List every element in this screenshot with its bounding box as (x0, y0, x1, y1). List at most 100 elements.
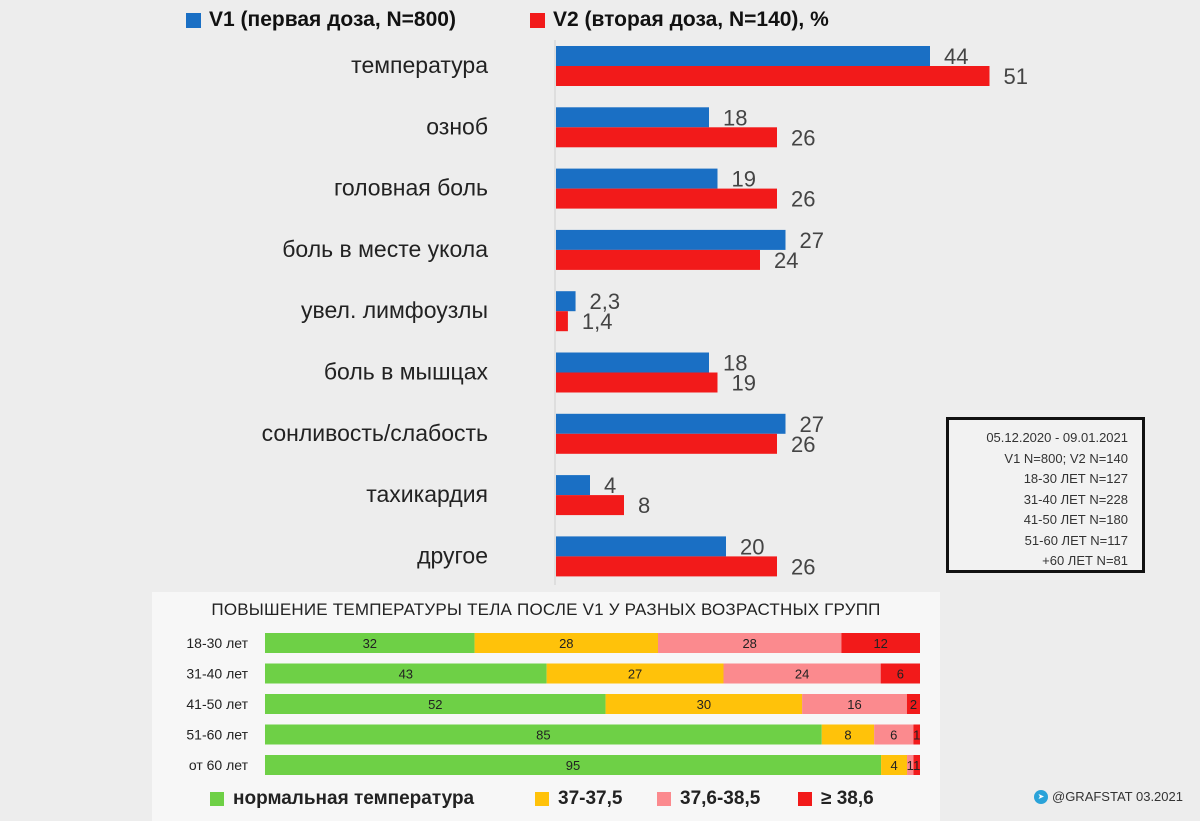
data-label: 51 (1004, 64, 1028, 89)
bar-v1 (556, 168, 718, 189)
category-label: боль в мышцах (324, 359, 489, 385)
data-label: 27 (800, 412, 824, 437)
category-label: боль в месте укола (282, 236, 488, 262)
info-line: +60 ЛЕТ N=81 (1042, 553, 1128, 568)
data-label: 26 (791, 187, 815, 212)
credit-text: @GRAFSTAT 03.2021 (1052, 789, 1183, 804)
segment-label: 12 (873, 636, 887, 651)
segment-label: 1 (913, 728, 920, 743)
segment-label: 95 (566, 758, 580, 773)
bar-v2 (556, 372, 718, 393)
legend-v1-swatch (186, 12, 201, 28)
bar-v2 (556, 311, 568, 332)
data-label: 27 (800, 228, 824, 253)
category-label: головная боль (334, 175, 488, 201)
info-line: V1 N=800; V2 N=140 (1004, 450, 1128, 466)
bottom-chart-title: ПОВЫШЕНИЕ ТЕМПЕРАТУРЫ ТЕЛА ПОСЛЕ V1 У РА… (211, 600, 881, 619)
side-effects-bar-chart: температура 44 51 озноб 18 26 головная боль 19 2… (262, 40, 1028, 585)
legend-low-fever-swatch (535, 792, 549, 806)
stack-segment (265, 663, 547, 684)
category-label: озноб (426, 113, 488, 139)
segment-label: 24 (795, 667, 809, 682)
segment-label: 8 (844, 728, 851, 743)
legend-mid-fever: 37,6-38,5 (657, 788, 760, 810)
legend-normal-label: нормальная температура (233, 788, 475, 809)
legend-high-fever-label: ≥ 38,6 (821, 788, 874, 809)
bar-v2 (556, 249, 760, 270)
segment-label: 4 (890, 758, 897, 773)
info-line: 18-30 ЛЕТ N=127 (1023, 471, 1128, 486)
bar-v2 (556, 66, 990, 86)
data-label: 2,3 (590, 289, 621, 314)
age-group-label: 51-60 лет (186, 727, 248, 743)
bar-v2 (556, 127, 777, 148)
bar-v1 (556, 536, 726, 557)
bar-v2 (556, 556, 777, 577)
stack-segment (881, 755, 908, 775)
stack-segment (723, 663, 881, 684)
data-label: 1,4 (582, 309, 613, 334)
bottom-chart-legend: нормальная температура 37-37,5 37,6-38,5… (152, 788, 940, 814)
credit: ➤ @GRAFSTAT 03.2021 (1034, 789, 1183, 804)
legend-high-fever-swatch (798, 792, 812, 806)
segment-label: 6 (897, 667, 904, 682)
top-chart-legend: V1 (первая доза, N=800) V2 (вторая доза,… (0, 8, 1200, 38)
info-line: 41-50 ЛЕТ N=180 (1023, 512, 1128, 527)
stack-segment (265, 633, 475, 653)
sample-info-box: 05.12.2020 - 09.01.2021 V1 N=800; V2 N=1… (946, 417, 1145, 573)
bar-v2 (556, 433, 777, 454)
bar-v1 (556, 46, 930, 66)
data-label: 18 (723, 105, 747, 130)
stack-segment (658, 633, 842, 653)
stack-segment (841, 633, 920, 653)
stack-segment (265, 724, 822, 745)
bar-v1 (556, 352, 709, 373)
legend-normal: нормальная температура (210, 788, 474, 810)
legend-mid-fever-swatch (657, 792, 671, 806)
legend-high-fever: ≥ 38,6 (798, 788, 874, 810)
legend-v1: V1 (первая доза, N=800) (186, 8, 456, 32)
data-label: 44 (944, 44, 968, 69)
info-line: 31-40 ЛЕТ N=228 (1023, 491, 1128, 507)
category-label: температура (351, 52, 488, 78)
telegram-icon: ➤ (1034, 789, 1048, 804)
bar-v1 (556, 475, 590, 496)
data-label: 20 (740, 534, 764, 559)
age-group-label: 31-40 лет (186, 666, 248, 682)
stack-segment (265, 755, 882, 775)
data-label: 26 (791, 125, 815, 150)
legend-normal-swatch (210, 792, 224, 806)
segment-label: 30 (697, 697, 711, 712)
category-label: тахикардия (366, 481, 488, 507)
stack-segment (605, 694, 803, 714)
segment-label: 2 (910, 697, 917, 712)
age-group-label: от 60 лет (189, 757, 249, 773)
data-label: 24 (774, 248, 798, 273)
data-label: 8 (638, 493, 650, 518)
info-line: 05.12.2020 - 09.01.2021 (986, 430, 1128, 445)
data-label: 4 (604, 473, 616, 498)
bar-v1 (556, 107, 709, 128)
stack-segment (907, 755, 914, 775)
category-label: другое (417, 542, 488, 568)
legend-low-fever: 37-37,5 (535, 788, 622, 810)
segment-label: 85 (536, 728, 550, 743)
data-label: 26 (791, 432, 815, 457)
stack-segment (546, 663, 724, 684)
stack-segment (265, 694, 606, 714)
stack-segment (906, 694, 920, 714)
age-group-label: 18-30 лет (186, 635, 248, 651)
stack-segment (880, 663, 920, 684)
age-group-label: 41-50 лет (186, 696, 248, 712)
legend-mid-fever-label: 37,6-38,5 (680, 788, 761, 809)
segment-label: 27 (628, 667, 642, 682)
segment-label: 1 (907, 758, 914, 773)
legend-v2: V2 (вторая доза, N=140), % (530, 8, 829, 32)
category-label: увел. лимфоузлы (301, 297, 488, 323)
data-label: 26 (791, 554, 815, 579)
bar-v1 (556, 413, 786, 434)
bar-v1 (556, 291, 576, 312)
legend-v1-label: V1 (первая доза, N=800) (209, 8, 456, 31)
data-label: 18 (723, 351, 747, 376)
